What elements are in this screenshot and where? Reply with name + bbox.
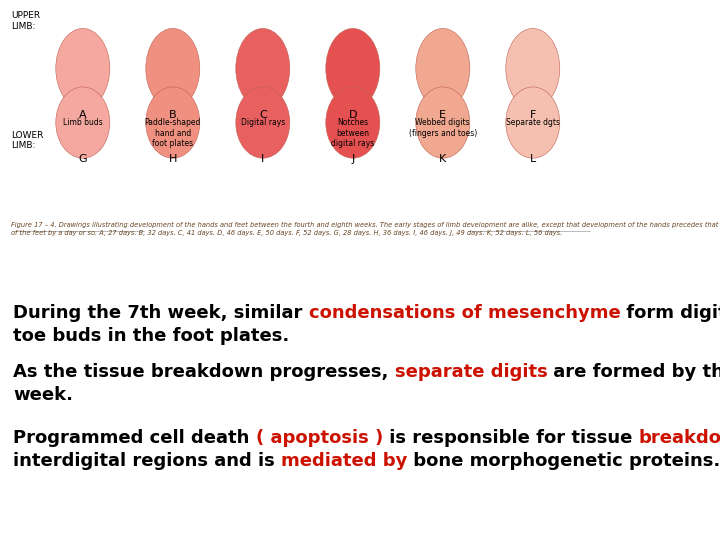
- Ellipse shape: [145, 87, 199, 158]
- Text: I: I: [261, 154, 264, 164]
- Ellipse shape: [325, 87, 380, 158]
- Text: separate digits: separate digits: [395, 363, 547, 381]
- Ellipse shape: [145, 29, 199, 109]
- Text: C: C: [259, 110, 266, 120]
- Text: Webbed digits
(fingers and toes): Webbed digits (fingers and toes): [409, 118, 477, 138]
- Text: H: H: [168, 154, 177, 164]
- Text: Paddle-shaped
hand and
foot plates: Paddle-shaped hand and foot plates: [145, 118, 201, 148]
- Text: is responsible for tissue: is responsible for tissue: [383, 429, 639, 447]
- Text: interdigital regions and is: interdigital regions and is: [13, 452, 281, 470]
- Text: Figure 17 – 4. Drawings illustrating development of the hands and feet between t: Figure 17 – 4. Drawings illustrating dev…: [11, 222, 718, 237]
- Text: LOWER
LIMB:: LOWER LIMB:: [11, 131, 43, 151]
- Ellipse shape: [236, 29, 289, 109]
- Text: Programmed cell death: Programmed cell death: [13, 429, 256, 447]
- Text: Separate dgts: Separate dgts: [505, 118, 560, 127]
- Text: J: J: [351, 154, 354, 164]
- Text: ( apoptosis ): ( apoptosis ): [256, 429, 383, 447]
- Text: Notches
between
digital rays: Notches between digital rays: [331, 118, 374, 148]
- Text: mediated by: mediated by: [281, 452, 408, 470]
- Text: K: K: [439, 154, 446, 164]
- Text: B: B: [169, 110, 176, 120]
- Text: During the 7th week, similar: During the 7th week, similar: [13, 304, 309, 322]
- Text: UPPER
LIMB:: UPPER LIMB:: [11, 11, 40, 31]
- Text: Digital rays: Digital rays: [240, 118, 285, 127]
- Ellipse shape: [505, 87, 560, 158]
- Ellipse shape: [56, 87, 110, 158]
- Text: condensations of mesenchyme: condensations of mesenchyme: [309, 304, 621, 322]
- Text: A: A: [79, 110, 86, 120]
- Text: are formed by the: are formed by the: [547, 363, 720, 381]
- Text: E: E: [439, 110, 446, 120]
- Text: L: L: [530, 154, 536, 164]
- Ellipse shape: [236, 87, 289, 158]
- Ellipse shape: [56, 29, 110, 109]
- Text: D: D: [348, 110, 357, 120]
- Text: bone morphogenetic proteins.: bone morphogenetic proteins.: [408, 452, 720, 470]
- Text: breakdown: breakdown: [639, 429, 720, 447]
- Text: F: F: [530, 110, 536, 120]
- Text: week.: week.: [13, 386, 73, 404]
- Text: toe buds in the foot plates.: toe buds in the foot plates.: [13, 327, 289, 345]
- Text: form digital rays and: form digital rays and: [621, 304, 720, 322]
- Text: G: G: [78, 154, 87, 164]
- Ellipse shape: [416, 29, 470, 109]
- Ellipse shape: [505, 29, 560, 109]
- Text: As the tissue breakdown progresses,: As the tissue breakdown progresses,: [13, 363, 395, 381]
- Text: Limb buds: Limb buds: [63, 118, 103, 127]
- Ellipse shape: [325, 29, 380, 109]
- Ellipse shape: [416, 87, 470, 158]
